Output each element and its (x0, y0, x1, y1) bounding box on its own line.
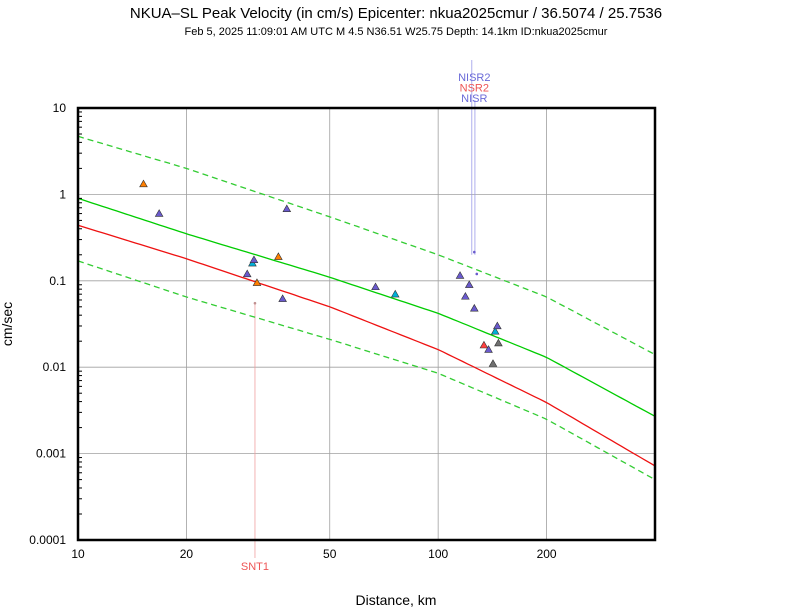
x-tick-label: 50 (323, 547, 337, 561)
x-axis-label: Distance, km (356, 592, 437, 608)
station-point (490, 326, 500, 335)
station-point (252, 278, 262, 286)
station-point (475, 272, 479, 276)
station-label: NISR (461, 93, 487, 105)
curve-upper (77, 135, 656, 356)
station-point (455, 271, 465, 279)
y-tick-label: 1 (59, 187, 66, 201)
station-point (469, 303, 479, 312)
station-label: SNT1 (241, 561, 269, 573)
station-point (390, 289, 400, 298)
grid-lines (78, 108, 655, 540)
x-tick-label: 10 (71, 547, 85, 561)
station-point (282, 204, 292, 213)
station-point (242, 269, 252, 278)
axis-ticks: 10 20 50 100 200 10 1 0.1 0.01 0.001 0.0001 (29, 101, 557, 561)
x-tick-label: 20 (180, 547, 194, 561)
y-tick-label: 0.1 (49, 274, 66, 288)
chart-title: NKUA–SL Peak Velocity (in cm/s) Epicente… (130, 5, 662, 22)
station-point (494, 338, 503, 347)
station-point (154, 209, 164, 217)
curves (77, 135, 656, 481)
y-axis-label: cm/sec (0, 302, 15, 346)
y-tick-label: 0.01 (43, 360, 67, 374)
y-tick-label: 10 (53, 101, 67, 115)
station-point (484, 345, 493, 353)
plot-frame (76, 106, 657, 542)
station-point (473, 250, 476, 254)
station-point (249, 255, 259, 263)
station-point (139, 179, 148, 188)
station-point (274, 252, 283, 260)
station-point (461, 291, 470, 300)
curve-model (77, 224, 656, 467)
x-tick-label: 200 (537, 547, 557, 561)
station-label: NSR2 (460, 83, 489, 95)
station-point (493, 321, 502, 330)
data-points (139, 179, 503, 367)
annotation-lines (254, 60, 476, 558)
station-point (488, 359, 498, 367)
chart-subtitle: Feb 5, 2025 11:09:01 AM UTC M 4.5 N36.51… (185, 26, 608, 38)
station-label: NISR2 (458, 72, 490, 84)
station-point (253, 301, 257, 305)
station-point (371, 282, 380, 291)
station-point (464, 280, 474, 288)
station-point (278, 294, 287, 302)
curve-median (77, 197, 656, 417)
y-tick-label: 0.0001 (29, 533, 66, 547)
station-point (479, 340, 489, 349)
x-tick-label: 100 (428, 547, 448, 561)
y-tick-label: 0.001 (36, 447, 66, 461)
curve-lower (77, 260, 656, 481)
